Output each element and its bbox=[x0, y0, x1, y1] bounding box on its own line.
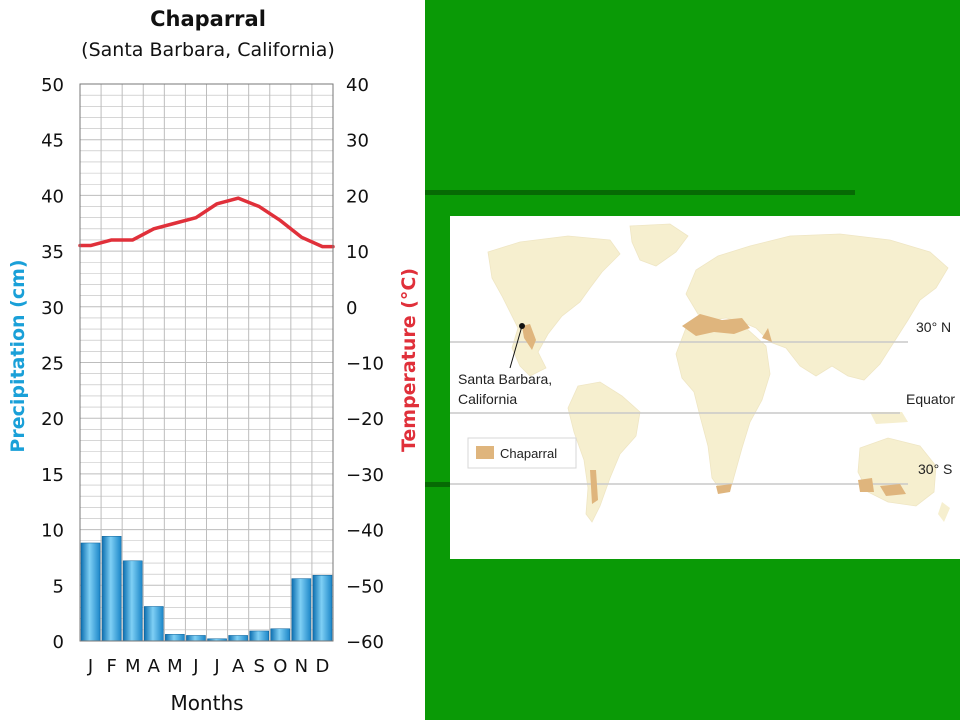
right-tick-label: −50 bbox=[346, 576, 384, 597]
stripe-mid bbox=[425, 482, 455, 487]
chart-title: Chaparral bbox=[150, 7, 266, 31]
lat-30s-label: 30° S bbox=[918, 461, 952, 477]
precip-bar bbox=[312, 575, 333, 642]
city-label-line1: Santa Barbara, bbox=[458, 371, 552, 387]
legend-label: Chaparral bbox=[500, 446, 557, 461]
precip-bar bbox=[291, 578, 312, 642]
precip-bar bbox=[228, 635, 248, 642]
x-tick-label: J bbox=[213, 656, 219, 677]
left-tick-label: 5 bbox=[53, 576, 64, 597]
right-tick-label: −10 bbox=[346, 354, 384, 375]
right-tick-label: 40 bbox=[346, 75, 369, 96]
x-tick-label: M bbox=[167, 656, 183, 677]
precip-bar bbox=[270, 628, 291, 642]
temp-polyline bbox=[78, 196, 335, 249]
climate-chart: Chaparral (Santa Barbara, California) 0 5… bbox=[7, 7, 420, 715]
left-tick-label: 0 bbox=[53, 632, 64, 653]
left-tick-label: 15 bbox=[41, 465, 64, 486]
x-tick-label: N bbox=[295, 656, 308, 677]
left-tick-label: 25 bbox=[41, 354, 64, 375]
right-tick-label: −20 bbox=[346, 409, 384, 430]
left-tick-label: 45 bbox=[41, 131, 64, 152]
map-legend: Chaparral bbox=[467, 437, 577, 469]
precip-bar bbox=[122, 560, 143, 642]
left-tick-label: 40 bbox=[41, 186, 64, 207]
precip-bar bbox=[144, 606, 164, 642]
left-tick-label: 30 bbox=[41, 298, 64, 319]
lat-30n-label: 30° N bbox=[916, 319, 951, 335]
precip-bar bbox=[165, 634, 185, 642]
north-america bbox=[487, 235, 621, 377]
precip-bar bbox=[186, 635, 206, 642]
x-tick-label: A bbox=[232, 656, 245, 677]
left-tick-label: 10 bbox=[41, 521, 64, 542]
x-tick-label: F bbox=[106, 656, 116, 677]
chart-subtitle: (Santa Barbara, California) bbox=[81, 39, 335, 61]
legend-swatch bbox=[476, 446, 494, 459]
x-tick-label: O bbox=[273, 656, 287, 677]
santa-barbara-leader bbox=[509, 325, 523, 369]
right-tick-label: −40 bbox=[346, 521, 384, 542]
right-tick-label: 10 bbox=[346, 242, 369, 263]
precip-bar bbox=[80, 542, 101, 642]
x-tick-label: J bbox=[192, 656, 198, 677]
world-map: Santa Barbara, California 30° N Equator … bbox=[450, 216, 960, 559]
x-tick-label: S bbox=[253, 656, 264, 677]
left-tick-label: 35 bbox=[41, 242, 64, 263]
x-tick-label: A bbox=[148, 656, 161, 677]
islands bbox=[870, 412, 950, 522]
world-map-card: Santa Barbara, California 30° N Equator … bbox=[450, 216, 960, 559]
city-label-line2: California bbox=[458, 391, 517, 407]
precip-bars bbox=[80, 536, 333, 642]
right-tick-label: 20 bbox=[346, 186, 369, 207]
x-tick-label: D bbox=[316, 656, 330, 677]
chaparral-regions bbox=[522, 314, 906, 504]
precip-bar bbox=[249, 630, 270, 642]
right-tick-label: −30 bbox=[346, 465, 384, 486]
x-axis-label: Months bbox=[170, 691, 243, 715]
plot-frame bbox=[79, 83, 334, 642]
x-tick-label: M bbox=[125, 656, 141, 677]
equator-label: Equator bbox=[906, 391, 955, 407]
right-tick-label: 0 bbox=[346, 298, 357, 319]
left-tick-label: 50 bbox=[41, 75, 64, 96]
right-axis-ticks: −60 −50 −40 −30 −20 −10 0 10 20 30 40 bbox=[346, 75, 384, 653]
right-tick-label: −60 bbox=[346, 632, 384, 653]
temp-line bbox=[78, 196, 335, 249]
right-tick-label: 30 bbox=[346, 131, 369, 152]
precip-bar bbox=[101, 536, 122, 642]
left-axis-label: Precipitation (cm) bbox=[7, 259, 29, 452]
left-tick-label: 20 bbox=[41, 409, 64, 430]
south-america bbox=[567, 381, 641, 523]
right-axis-label: Temperature (°C) bbox=[398, 268, 420, 452]
greenland bbox=[629, 223, 689, 267]
stripe-top bbox=[425, 190, 855, 195]
x-tick-label: J bbox=[87, 656, 93, 677]
left-axis-ticks: 0 5 10 15 20 25 30 35 40 45 50 bbox=[41, 75, 64, 653]
